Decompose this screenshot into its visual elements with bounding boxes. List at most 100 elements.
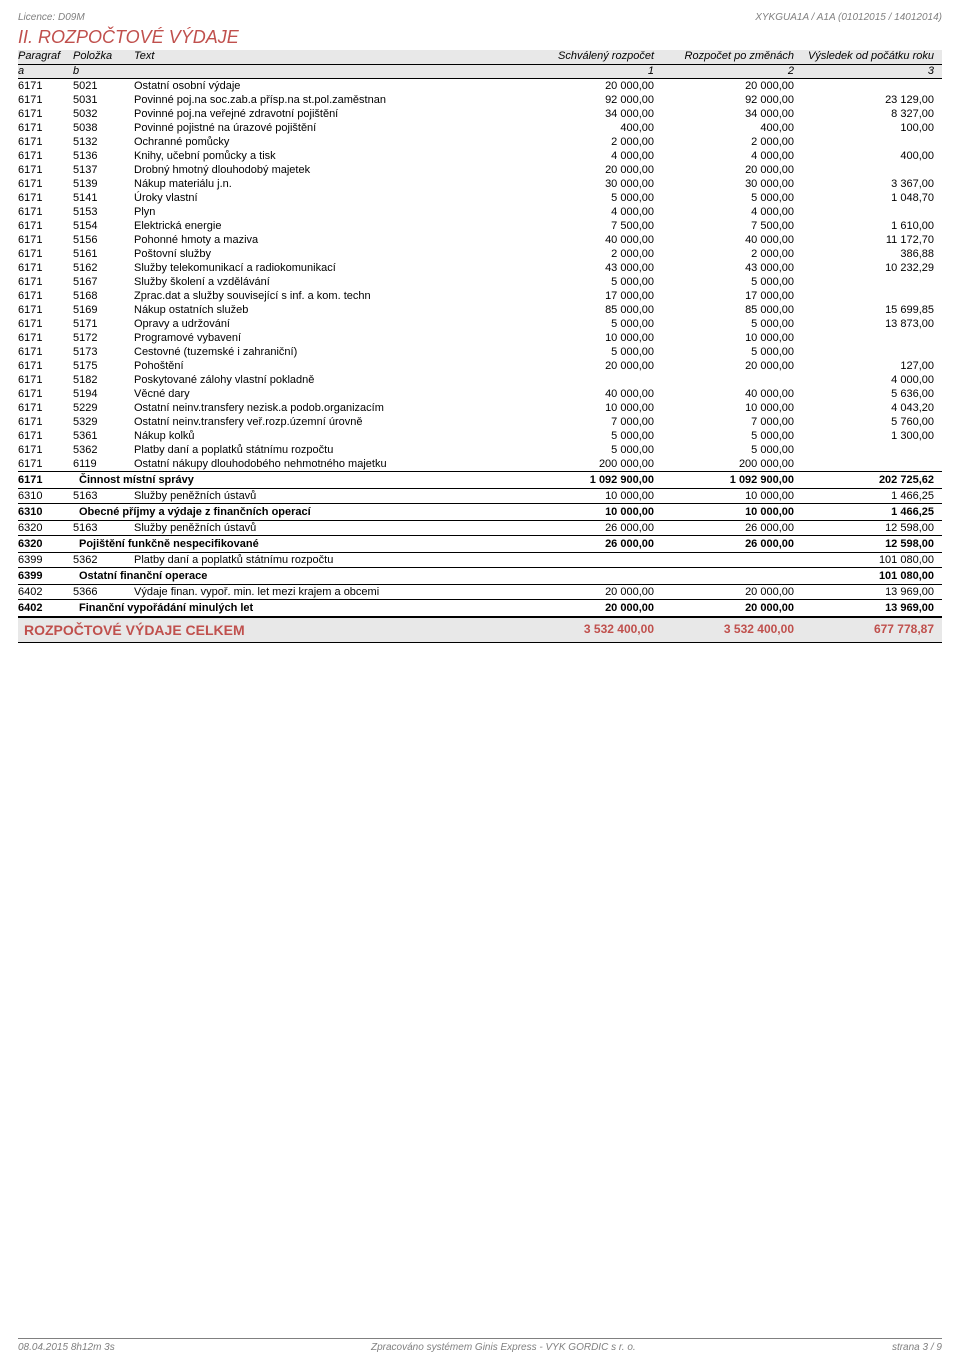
cell-v1 [522,374,662,386]
cell-text: Úroky vlastní [128,192,522,204]
summary-text: Pojištění funkčně nespecifikované [73,538,522,550]
table-row: 61715021Ostatní osobní výdaje20 000,0020… [18,79,942,93]
cell-v3: 13 873,00 [802,318,942,330]
cell-text: Nákup ostatních služeb [128,304,522,316]
table-row: 64025366Výdaje finan. vypoř. min. let me… [18,585,942,599]
table-row: 61715182Poskytované zálohy vlastní pokla… [18,373,942,387]
summary-v3: 12 598,00 [802,538,942,550]
cell-v1: 43 000,00 [522,262,662,274]
cell-v1: 10 000,00 [522,402,662,414]
table-row: 61715169Nákup ostatních služeb85 000,008… [18,303,942,317]
cell-para: 6171 [18,94,73,106]
cell-v3 [802,346,942,358]
page-footer: 08.04.2015 8h12m 3s Zpracováno systémem … [18,1338,942,1353]
table-row: 61715172Programové vybavení10 000,0010 0… [18,331,942,345]
cell-v1: 20 000,00 [522,164,662,176]
cell-v2: 20 000,00 [662,164,802,176]
table-row: 61715153Plyn4 000,004 000,00 [18,205,942,219]
license-text: Licence: D09M [18,12,85,23]
cell-pol: 5229 [73,402,128,414]
cell-v2: 5 000,00 [662,430,802,442]
cell-v3: 127,00 [802,360,942,372]
cell-pol: 5329 [73,416,128,428]
cell-text: Nákup kolků [128,430,522,442]
cell-pol: 5141 [73,192,128,204]
cell-v3: 5 636,00 [802,388,942,400]
summary-v1: 26 000,00 [522,538,662,550]
cell-pol: 5153 [73,206,128,218]
table-row: 61715168Zprac.dat a služby související s… [18,289,942,303]
cell-v1: 34 000,00 [522,108,662,120]
cell-v1: 20 000,00 [522,360,662,372]
cell-para: 6171 [18,80,73,92]
cell-para: 6171 [18,206,73,218]
cell-para: 6171 [18,444,73,456]
cell-v2: 5 000,00 [662,276,802,288]
cell-pol: 6119 [73,458,128,470]
cell-pol: 5038 [73,122,128,134]
cell-text: Povinné pojistné na úrazové pojištění [128,122,522,134]
summary-text: Ostatní finanční operace [73,570,522,582]
cell-pol: 5154 [73,220,128,232]
table-row: 61715175Pohoštění20 000,0020 000,00127,0… [18,359,942,373]
cell-v1: 40 000,00 [522,388,662,400]
cell-para: 6171 [18,402,73,414]
cell-v3: 4 000,00 [802,374,942,386]
table-row: 61715167Služby školení a vzdělávání5 000… [18,275,942,289]
cell-v1: 5 000,00 [522,346,662,358]
cell-v3: 1 610,00 [802,220,942,232]
cell-pol: 5175 [73,360,128,372]
cell-pol: 5361 [73,430,128,442]
cell-pol: 5162 [73,262,128,274]
total-v2: 3 532 400,00 [662,622,802,638]
cell-pol: 5163 [73,522,128,534]
cell-text: Ostatní osobní výdaje [128,80,522,92]
cell-para: 6402 [18,586,73,598]
cell-v3: 23 129,00 [802,94,942,106]
cell-para: 6171 [18,150,73,162]
cell-v2: 4 000,00 [662,206,802,218]
cell-v2: 43 000,00 [662,262,802,274]
table-row: 61715161Poštovní služby2 000,002 000,003… [18,247,942,261]
summary-v2: 20 000,00 [662,602,802,614]
cell-para: 6171 [18,388,73,400]
summary-para: 6320 [18,538,73,550]
cell-para: 6171 [18,276,73,288]
col-vysledek: Výsledek od počátku roku [802,50,942,62]
summary-v2: 26 000,00 [662,538,802,550]
table-row: 61716119Ostatní nákupy dlouhodobého nehm… [18,457,942,471]
cell-text: Ostatní nákupy dlouhodobého nehmotného m… [128,458,522,470]
table-row: 61715038Povinné pojistné na úrazové poji… [18,121,942,135]
cell-text: Služby peněžních ústavů [128,490,522,502]
col-schvaleny: Schválený rozpočet [522,50,662,62]
cell-para: 6171 [18,234,73,246]
table-row: 63995362Platby daní a poplatků státnímu … [18,553,942,567]
col-pozmenach: Rozpočet po změnách [662,50,802,62]
cell-v1: 20 000,00 [522,586,662,598]
cell-v3: 13 969,00 [802,586,942,598]
table-row: 61715139Nákup materiálu j.n.30 000,0030 … [18,177,942,191]
cell-pol: 5031 [73,94,128,106]
cell-v2: 7 000,00 [662,416,802,428]
cell-pol: 5032 [73,108,128,120]
cell-text: Pohoštění [128,360,522,372]
cell-pol: 5163 [73,490,128,502]
table-row: 61715154Elektrická energie7 500,007 500,… [18,219,942,233]
cell-v2: 5 000,00 [662,346,802,358]
cell-v2: 10 000,00 [662,402,802,414]
cell-v3: 5 760,00 [802,416,942,428]
table-row: 61715229Ostatní neinv.transfery nezisk.a… [18,401,942,415]
cell-v1: 10 000,00 [522,490,662,502]
cell-para: 6171 [18,178,73,190]
cell-v1 [522,554,662,566]
cell-pol: 5169 [73,304,128,316]
cell-para: 6171 [18,122,73,134]
summary-v1: 1 092 900,00 [522,474,662,486]
cell-pol: 5362 [73,554,128,566]
cell-text: Věcné dary [128,388,522,400]
cell-v1: 4 000,00 [522,206,662,218]
cell-para: 6399 [18,554,73,566]
cell-para: 6171 [18,290,73,302]
table-row: 61715194Věcné dary40 000,0040 000,005 63… [18,387,942,401]
cell-text: Knihy, učební pomůcky a tisk [128,150,522,162]
